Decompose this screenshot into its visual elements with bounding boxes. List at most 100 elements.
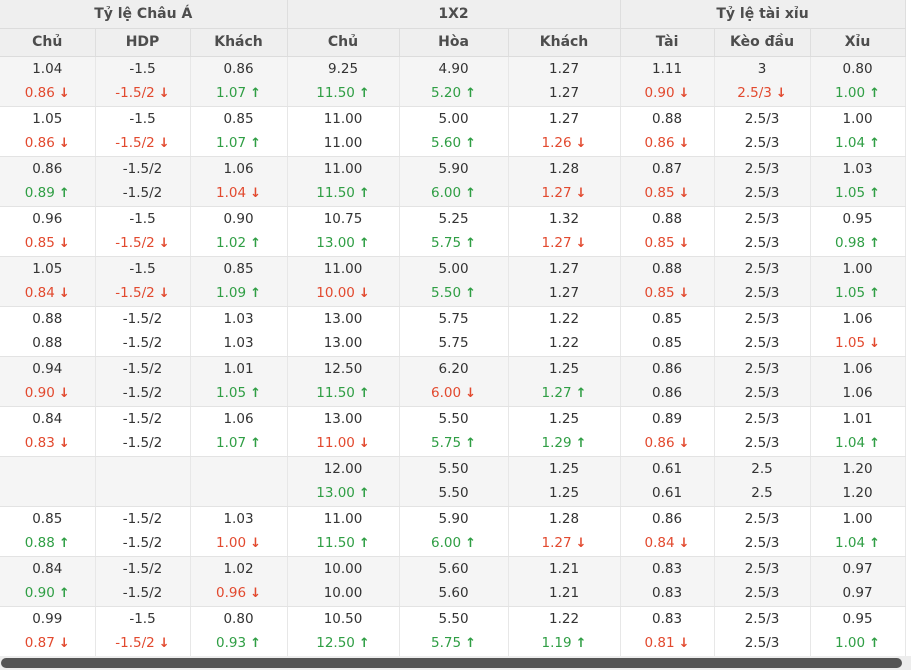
odds-cell: 0.85 ↓	[620, 281, 715, 307]
odds-cell: 1.11	[620, 56, 715, 81]
odds-value: 0.80	[842, 60, 873, 77]
odds-cell: 0.85	[190, 256, 288, 281]
odds-value: 0.84	[32, 560, 63, 577]
odds-value: 1.28	[548, 510, 580, 527]
odds-cell: 0.93 ↑	[190, 631, 288, 657]
odds-cell: 1.03	[190, 506, 288, 531]
odds-cell: 6.20	[399, 356, 509, 381]
odds-cell: 5.25	[399, 206, 509, 231]
odds-row-bottom: 0.85 ↓ -1.5/2 ↓ 1.02 ↑ 13.00 ↑ 5.75 ↑ 1.27 ↓ 0.85 ↓ 2.…	[0, 231, 906, 257]
odds-value: 3	[757, 60, 767, 77]
odds-value: -1.5/2	[122, 360, 163, 377]
odds-cell: -1.5	[95, 256, 191, 281]
odds-cell: 5.50 ↑	[399, 281, 509, 307]
odds-cell: -1.5/2 ↓	[95, 81, 191, 107]
trend-up-icon: ↑	[575, 636, 587, 652]
odds-value: 11.00	[323, 135, 363, 152]
odds-cell: 10.75	[287, 206, 400, 231]
odds-cell: 1.21	[508, 581, 621, 607]
odds-value: 2.5/3	[744, 110, 780, 127]
odds-cell: 5.50	[399, 456, 509, 481]
trend-up-icon: ↑	[358, 236, 370, 252]
odds-cell: 1.27 ↓	[508, 181, 621, 207]
trend-down-icon: ↓	[158, 236, 170, 252]
col-header-under: Xỉu	[810, 28, 906, 57]
odds-value: 10.75	[323, 210, 363, 227]
odds-cell: 1.25	[508, 481, 621, 507]
odds-value: 2.5/3	[744, 185, 780, 202]
odds-cell: 2.5/3	[714, 531, 811, 557]
odds-row-top: 0.88 -1.5/2 1.03 13.00 5.75 1.22 0.85 2.5/3 1.06	[0, 306, 906, 331]
odds-value: -1.5/2	[115, 235, 155, 252]
odds-value: 0.88	[32, 310, 63, 327]
horizontal-scrollbar-thumb[interactable]	[1, 658, 902, 668]
odds-row-bottom: 0.89 ↑ -1.5/2 1.04 ↓ 11.50 ↑ 6.00 ↑ 1.27 ↓ 0.85 ↓ 2.5…	[0, 181, 906, 207]
odds-value: 1.25	[548, 485, 580, 502]
odds-value: 1.04	[835, 535, 866, 552]
odds-cell: 1.27	[508, 106, 621, 131]
odds-cell: 1.04 ↑	[810, 131, 906, 157]
odds-cell: 5.00	[399, 106, 509, 131]
odds-value: 0.88	[652, 110, 683, 127]
odds-cell: 1.03	[810, 156, 906, 181]
odds-cell: 1.19 ↑	[508, 631, 621, 657]
odds-cell: 1.06	[810, 306, 906, 331]
odds-cell: 1.05 ↓	[810, 331, 906, 357]
trend-down-icon: ↓	[575, 536, 587, 552]
odds-cell: 11.00	[287, 156, 400, 181]
trend-down-icon: ↓	[158, 86, 170, 102]
odds-value: -1.5/2	[122, 310, 163, 327]
odds-cell: 5.75	[399, 306, 509, 331]
odds-cell: 0.88	[620, 256, 715, 281]
odds-cell: 0.95	[810, 606, 906, 631]
trend-down-icon: ↓	[775, 86, 787, 102]
odds-value: 1.02	[216, 235, 247, 252]
odds-cell: 5.50	[399, 481, 509, 507]
trend-up-icon: ↑	[869, 236, 881, 252]
odds-value: 0.94	[32, 360, 63, 377]
odds-row-top: 1.05 -1.5 0.85 11.00 5.00 1.27 0.88 2.5/3 1.00	[0, 106, 906, 131]
odds-cell: 2.5/3	[714, 556, 811, 581]
trend-up-icon: ↑	[250, 286, 261, 302]
odds-value: 1.07	[216, 435, 247, 452]
odds-value: 0.61	[652, 485, 683, 502]
odds-row-top: 0.86 -1.5/2 1.06 11.00 5.90 1.28 0.87 2.5/3 1.03	[0, 156, 906, 181]
odds-value: 0.86	[652, 360, 683, 377]
odds-cell: 0.85 ↓	[0, 231, 96, 257]
odds-value: 11.00	[323, 260, 363, 277]
odds-cell: 11.00 ↓	[287, 431, 400, 457]
odds-value: 0.98	[835, 235, 866, 252]
trend-down-icon: ↓	[678, 286, 690, 302]
odds-value: 10.00	[323, 560, 363, 577]
odds-cell: -1.5/2	[95, 156, 191, 181]
odds-value: 5.75	[431, 635, 462, 652]
odds-row-top: 1.05 -1.5 0.85 11.00 5.00 1.27 0.88 2.5/3 1.00	[0, 256, 906, 281]
odds-value: 12.50	[316, 635, 355, 652]
odds-value: 1.25	[548, 460, 580, 477]
odds-value: 0.84	[32, 410, 63, 427]
odds-cell: 1.20	[810, 456, 906, 481]
odds-value: -1.5/2	[115, 285, 155, 302]
trend-up-icon: ↑	[869, 636, 881, 652]
odds-value: 5.25	[438, 210, 469, 227]
odds-cell: 1.00 ↓	[190, 531, 288, 557]
odds-cell: 0.86	[190, 56, 288, 81]
odds-value: 2.5/3	[744, 335, 780, 352]
odds-value: 0.85	[223, 110, 254, 127]
odds-cell: 0.85	[0, 506, 96, 531]
odds-value: 0.95	[842, 210, 873, 227]
odds-cell: 1.05	[0, 106, 96, 131]
odds-cell: 11.50 ↑	[287, 381, 400, 407]
trend-up-icon: ↑	[869, 186, 881, 202]
odds-cell: -1.5/2 ↓	[95, 131, 191, 157]
odds-value: 5.50	[438, 410, 469, 427]
odds-row-bottom: 0.86 ↓ -1.5/2 ↓ 1.07 ↑ 11.00 5.60 ↑ 1.26 ↓ 0.86 ↓ 2.5…	[0, 131, 906, 157]
odds-row-top: 0.84 -1.5/2 1.02 10.00 5.60 1.21 0.83 2.5/3 0.97	[0, 556, 906, 581]
horizontal-scrollbar[interactable]	[0, 656, 911, 670]
odds-cell: 0.86 ↓	[0, 81, 96, 107]
odds-value: 5.90	[438, 160, 469, 177]
odds-value: 11.50	[316, 185, 355, 202]
odds-value: 1.01	[842, 410, 873, 427]
odds-cell: 1.28	[508, 506, 621, 531]
odds-cell: 11.00	[287, 106, 400, 131]
